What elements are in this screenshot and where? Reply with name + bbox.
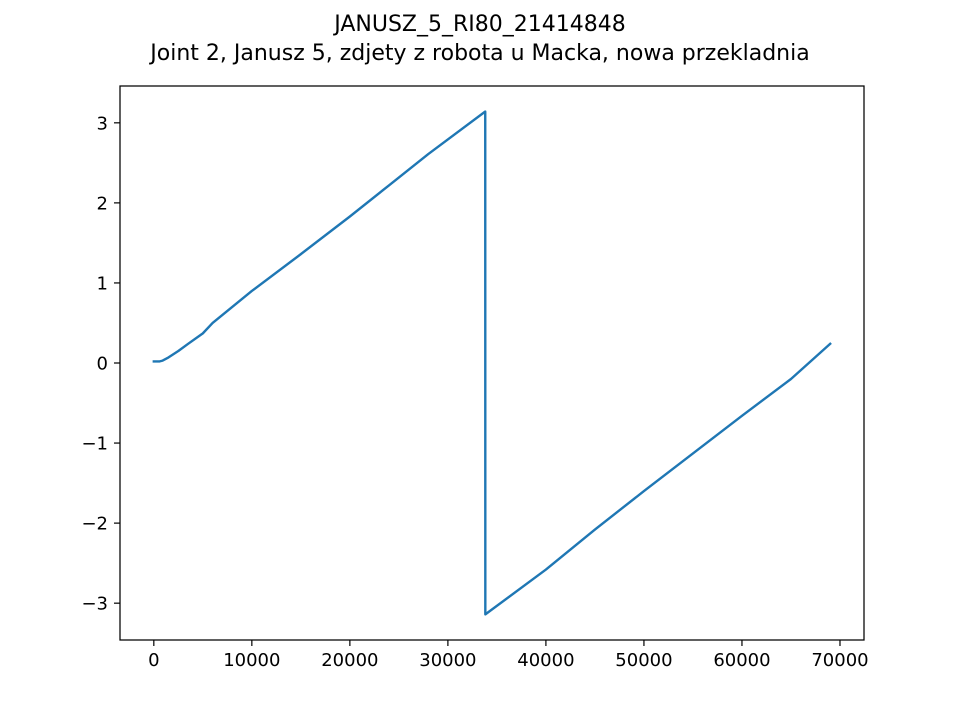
- series-layer: [152, 110, 832, 616]
- x-tick-label: 60000: [713, 650, 770, 671]
- y-tick-label: 0: [97, 354, 108, 375]
- y-tick-label: −2: [81, 514, 108, 535]
- axes-frame: [119, 85, 865, 641]
- x-tick-label: 30000: [419, 650, 476, 671]
- x-tick-label: 20000: [321, 650, 378, 671]
- chart-subtitle: Joint 2, Janusz 5, zdjety z robota u Mac…: [148, 41, 809, 66]
- y-axis: −3 −2 −1 0 1 2 3: [81, 113, 120, 615]
- series-line-0: [152, 110, 832, 616]
- y-tick-label: 2: [97, 193, 108, 214]
- x-tick-label: 0: [148, 650, 159, 671]
- y-tick-label: −3: [81, 594, 108, 615]
- y-tick-label: 1: [97, 273, 108, 294]
- y-tick-label: 3: [97, 113, 108, 134]
- x-axis: 0 10000 20000 30000 40000 50000 60000 70000: [148, 640, 869, 671]
- x-tick-label: 70000: [811, 650, 868, 671]
- y-tick-label: −1: [81, 434, 108, 455]
- chart-title: JANUSZ_5_RI80_21414848: [332, 12, 626, 37]
- plot-area: 0 10000 20000 30000 40000 50000 60000 70000 −3−…: [81, 85, 869, 671]
- x-tick-label: 10000: [223, 650, 280, 671]
- x-tick-label: 40000: [517, 650, 574, 671]
- x-tick-label: 50000: [615, 650, 672, 671]
